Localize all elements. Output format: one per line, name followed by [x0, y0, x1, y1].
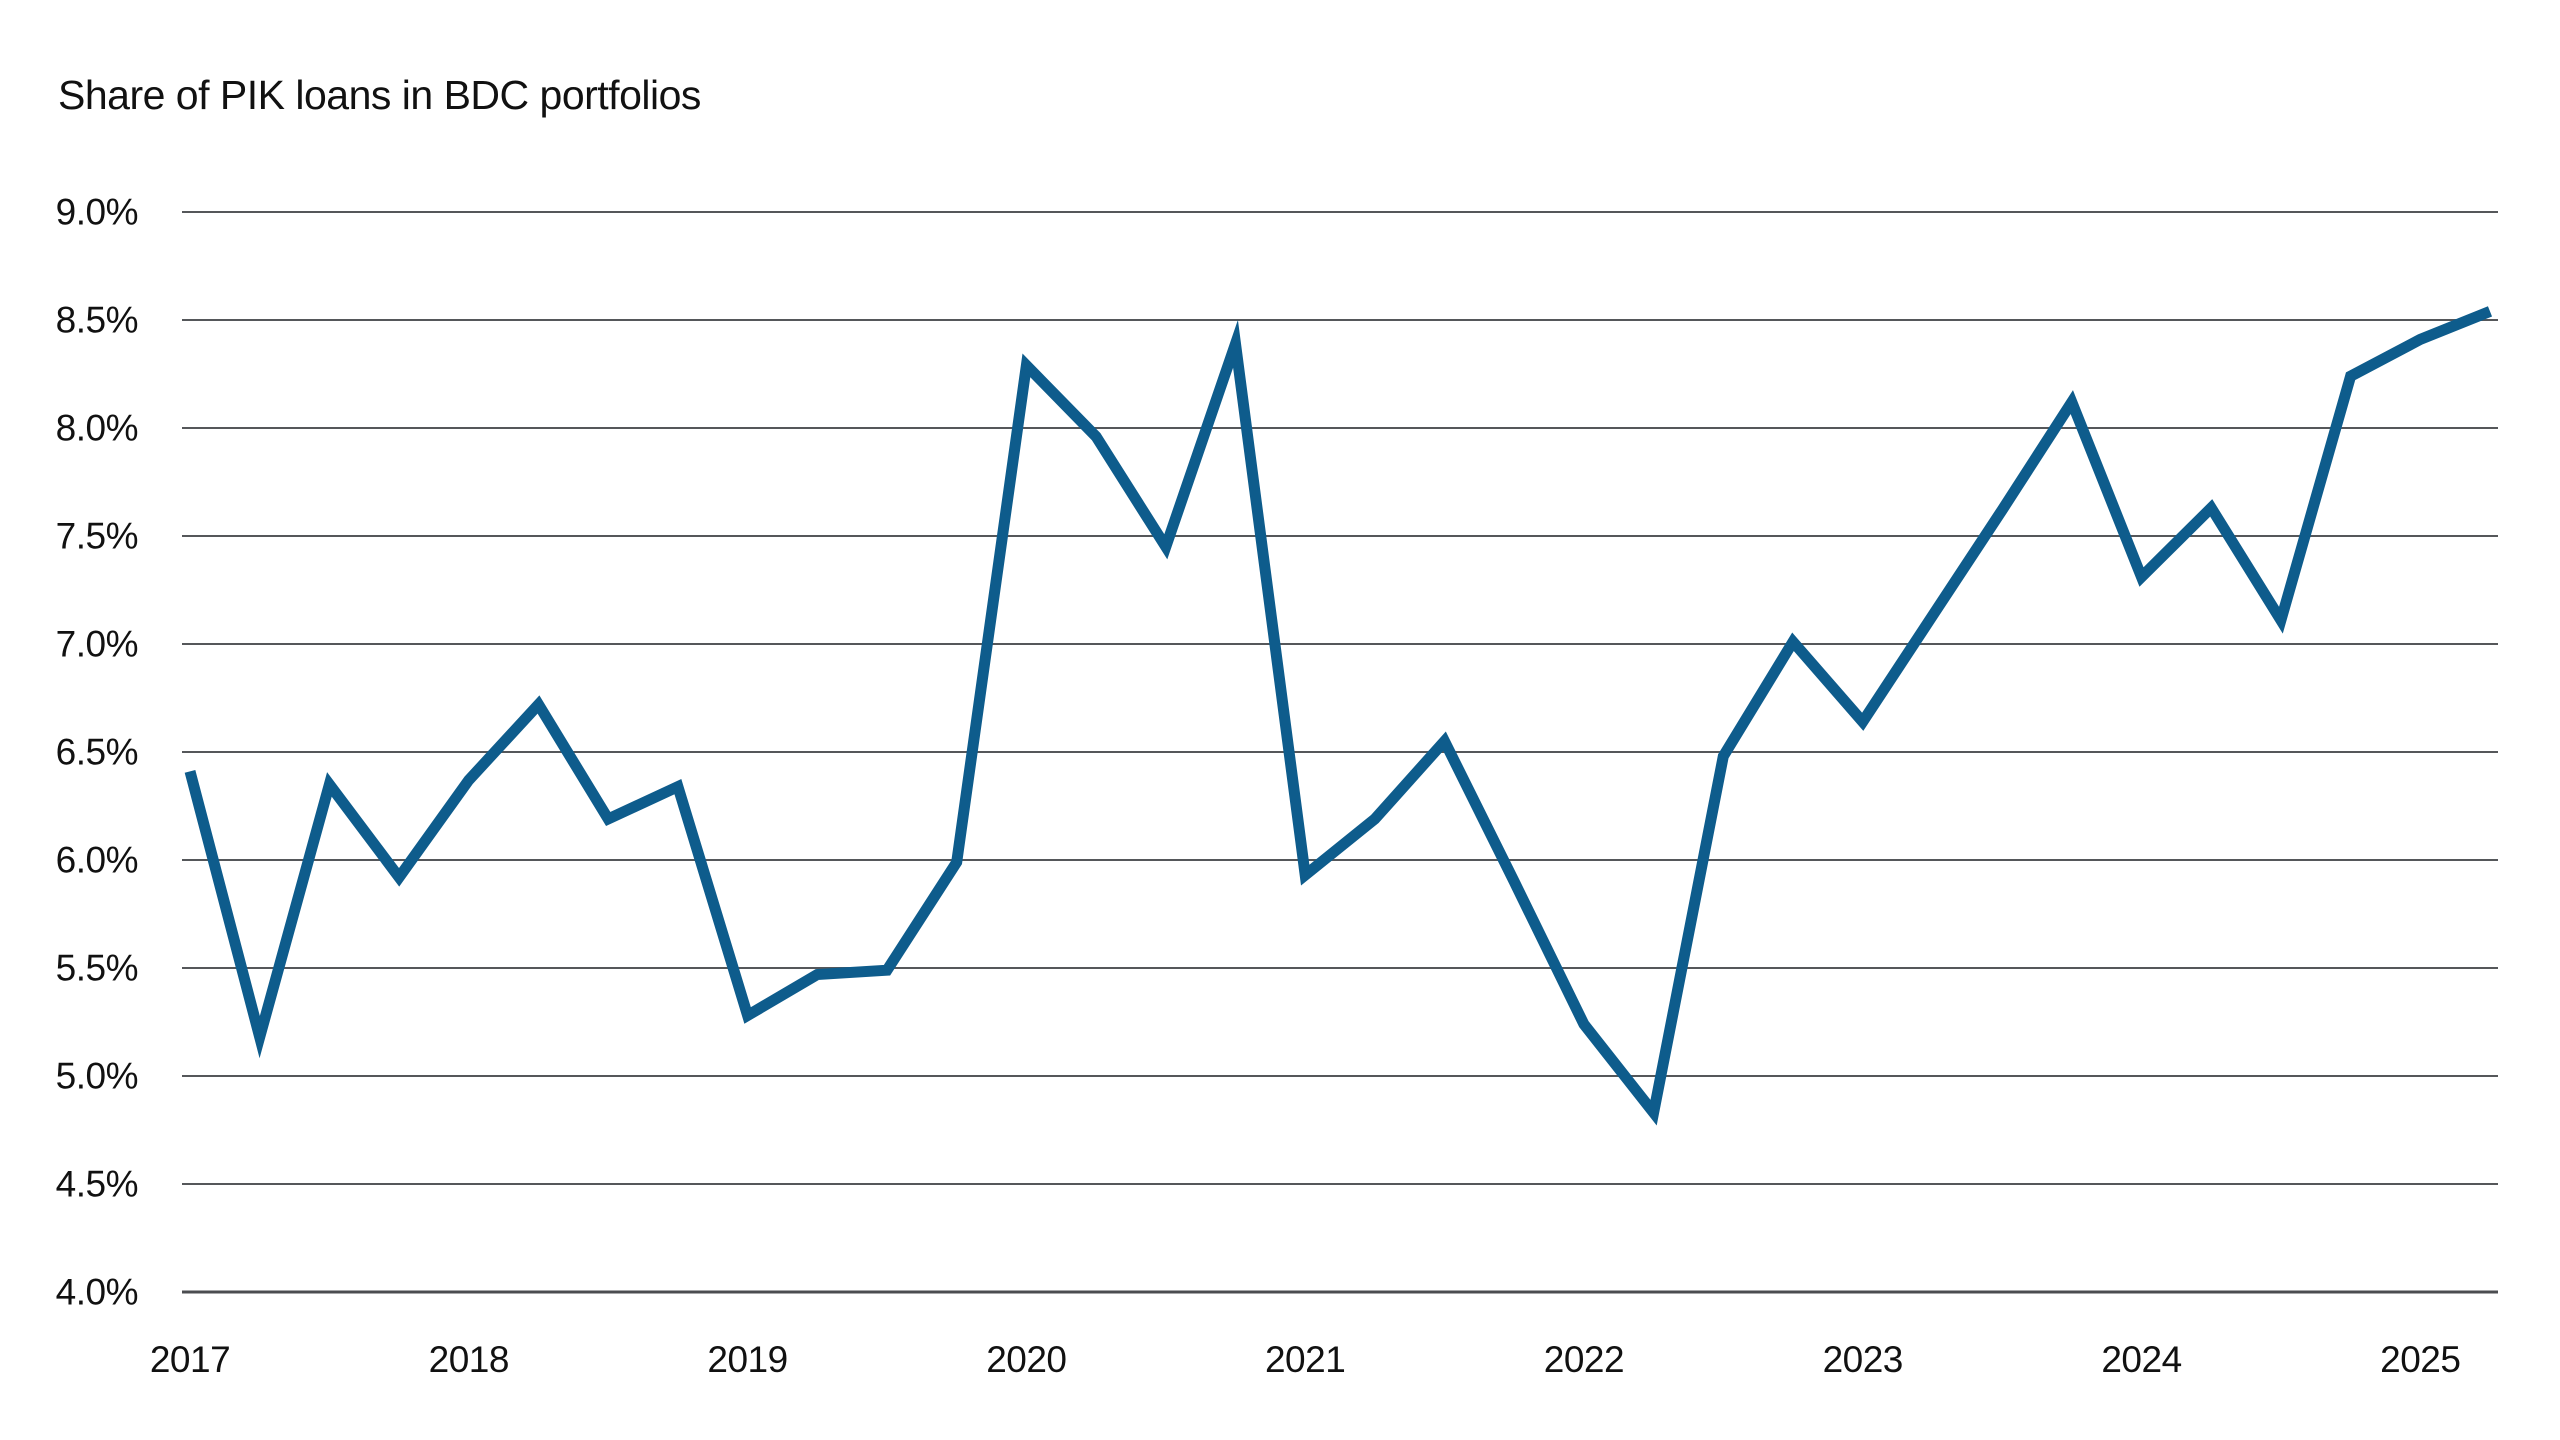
x-tick-label: 2018	[429, 1339, 509, 1380]
y-tick-label: 7.0%	[56, 624, 138, 665]
x-tick-label: 2021	[1265, 1339, 1345, 1380]
series-group	[184, 306, 2493, 1126]
chart-title: Share of PIK loans in BDC portfolios	[58, 72, 701, 118]
y-axis-labels-group: 9.0% 8.5% 8.0% 7.5% 7.0% 6.5% 6.0% 5.5% 5.0% 4.5%…	[56, 192, 139, 1313]
y-tick-label: 4.0%	[56, 1272, 138, 1313]
y-tick-label: 4.5%	[56, 1164, 138, 1205]
y-tick-label: 8.5%	[56, 300, 138, 341]
y-tick-label: 9.0%	[56, 192, 138, 233]
x-tick-label: 2019	[707, 1339, 787, 1380]
x-tick-label: 2024	[2101, 1339, 2181, 1380]
x-tick-label: 2017	[150, 1339, 230, 1380]
y-tick-label: 5.5%	[56, 948, 138, 989]
y-tick-label: 7.5%	[56, 516, 138, 557]
x-axis-labels-group: 2017 2018 2019 2020 2021 2022 2023 2024 2025	[150, 1339, 2461, 1380]
y-tick-label: 6.5%	[56, 732, 138, 773]
y-tick-label: 5.0%	[56, 1056, 138, 1097]
x-tick-label: 2020	[986, 1339, 1066, 1380]
gridlines-group	[182, 211, 2498, 1294]
y-tick-label: 6.0%	[56, 840, 138, 881]
x-tick-label: 2023	[1823, 1339, 1903, 1380]
x-tick-label: 2022	[1544, 1339, 1624, 1380]
data-line	[184, 306, 2493, 1126]
y-tick-label: 8.0%	[56, 408, 138, 449]
x-tick-label: 2025	[2380, 1339, 2460, 1380]
